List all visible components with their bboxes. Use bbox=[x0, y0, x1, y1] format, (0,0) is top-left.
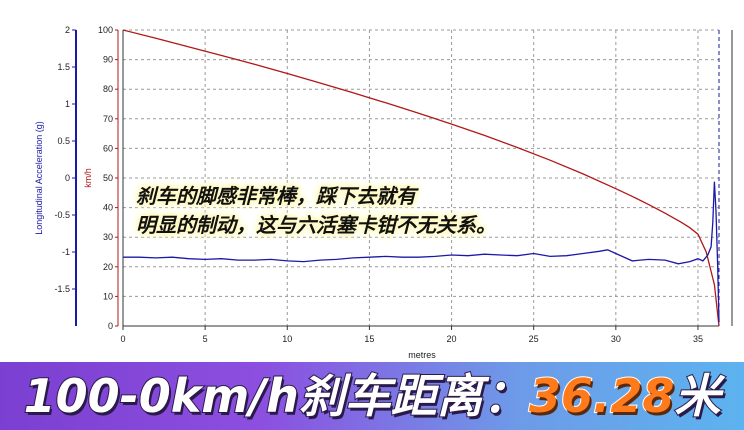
speed-axis-title: km/h bbox=[83, 168, 93, 188]
speed-tick-label: 90 bbox=[103, 55, 113, 65]
speed-tick-label: 70 bbox=[103, 114, 113, 124]
speed-tick-label: 60 bbox=[103, 143, 113, 153]
axes bbox=[72, 29, 733, 330]
g-tick-label: 0 bbox=[65, 173, 70, 183]
x-tick-label: 20 bbox=[447, 334, 457, 344]
g-tick-label: 1.5 bbox=[57, 62, 70, 72]
series-group bbox=[122, 29, 720, 327]
x-tick-label: 15 bbox=[364, 334, 374, 344]
g-tick-label: 0.5 bbox=[57, 136, 70, 146]
g-tick-label: 1 bbox=[65, 99, 70, 109]
result-banner: 100-0km/h刹车距离：36.28米 bbox=[0, 362, 744, 430]
speed-tick-label: 100 bbox=[98, 25, 113, 35]
caption-line-2: 明显的制动，这与六活塞卡钳不无关系。 bbox=[136, 213, 496, 237]
x-tick-label: 10 bbox=[282, 334, 292, 344]
banner-text: 100-0km/h刹车距离：36.28米 bbox=[0, 367, 744, 425]
banner-label: 100-0km/h刹车距离： bbox=[23, 368, 530, 424]
g-tick-label: -1 bbox=[62, 247, 70, 257]
speed-tick-label: 0 bbox=[108, 321, 113, 331]
speed-tick-label: 10 bbox=[103, 291, 113, 301]
speed-tick-label: 20 bbox=[103, 262, 113, 272]
plot-area bbox=[0, 0, 744, 362]
x-tick-label: 25 bbox=[529, 334, 539, 344]
braking-chart: 0 5 10 15 20 25 30 35 metres 2 1.5 1 0.5 0 -0.5 -1 -1.5 L… bbox=[0, 0, 744, 362]
axis-labels: 0 5 10 15 20 25 30 35 metres 2 1.5 1 0.5 0 -0.5 -1 -1.5 L… bbox=[34, 25, 703, 360]
speed-tick-label: 40 bbox=[103, 203, 113, 213]
speed-tick-label: 50 bbox=[103, 173, 113, 183]
acceleration-series-line bbox=[123, 181, 720, 323]
g-axis-title: Longitudinal Acceleration (g) bbox=[34, 121, 44, 235]
caption-line-1: 刹车的脚感非常棒，踩下去就有 bbox=[136, 184, 416, 208]
grid-lines bbox=[123, 29, 719, 326]
banner-unit: 米 bbox=[673, 368, 721, 424]
x-axis-label: metres bbox=[408, 350, 436, 360]
g-tick-label: -0.5 bbox=[54, 210, 70, 220]
speed-tick-label: 30 bbox=[103, 232, 113, 242]
g-tick-label: -1.5 bbox=[54, 284, 70, 294]
chart-svg: 0 5 10 15 20 25 30 35 metres 2 1.5 1 0.5 0 -0.5 -1 -1.5 L… bbox=[0, 0, 744, 362]
x-tick-label: 35 bbox=[693, 334, 703, 344]
x-tick-label: 0 bbox=[120, 334, 125, 344]
g-tick-label: 2 bbox=[65, 25, 70, 35]
speed-tick-label: 80 bbox=[103, 84, 113, 94]
x-tick-label: 5 bbox=[203, 334, 208, 344]
speed-series-line bbox=[122, 29, 720, 327]
banner-distance-value: 36.28 bbox=[528, 368, 676, 424]
x-tick-label: 30 bbox=[611, 334, 621, 344]
